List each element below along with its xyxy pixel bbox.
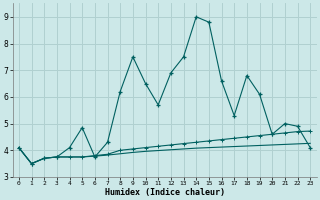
X-axis label: Humidex (Indice chaleur): Humidex (Indice chaleur): [105, 188, 225, 197]
